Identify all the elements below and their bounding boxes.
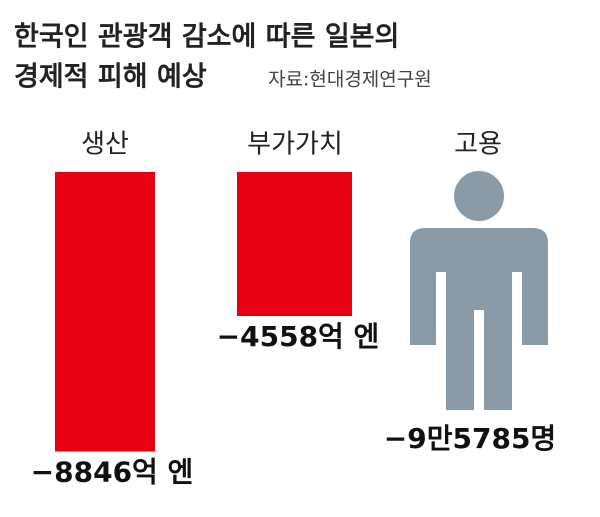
source: 자료:현대경제연구원: [268, 69, 432, 91]
bar: [55, 172, 155, 452]
chart-title: 한국인 관광객 감소에 따른 일본의: [14, 22, 399, 53]
category-label: 생산: [81, 130, 129, 160]
category-label: 부가가치: [247, 130, 343, 160]
bar: [237, 172, 352, 317]
chart-title: 경제적 피해 예상: [14, 62, 207, 93]
category-label: 고용: [454, 130, 502, 160]
value-label: −9만5785명: [384, 422, 556, 455]
person-icon: [410, 171, 548, 410]
value-label: −4558억 엔: [217, 320, 380, 353]
value-label: −8846억 엔: [31, 456, 194, 489]
